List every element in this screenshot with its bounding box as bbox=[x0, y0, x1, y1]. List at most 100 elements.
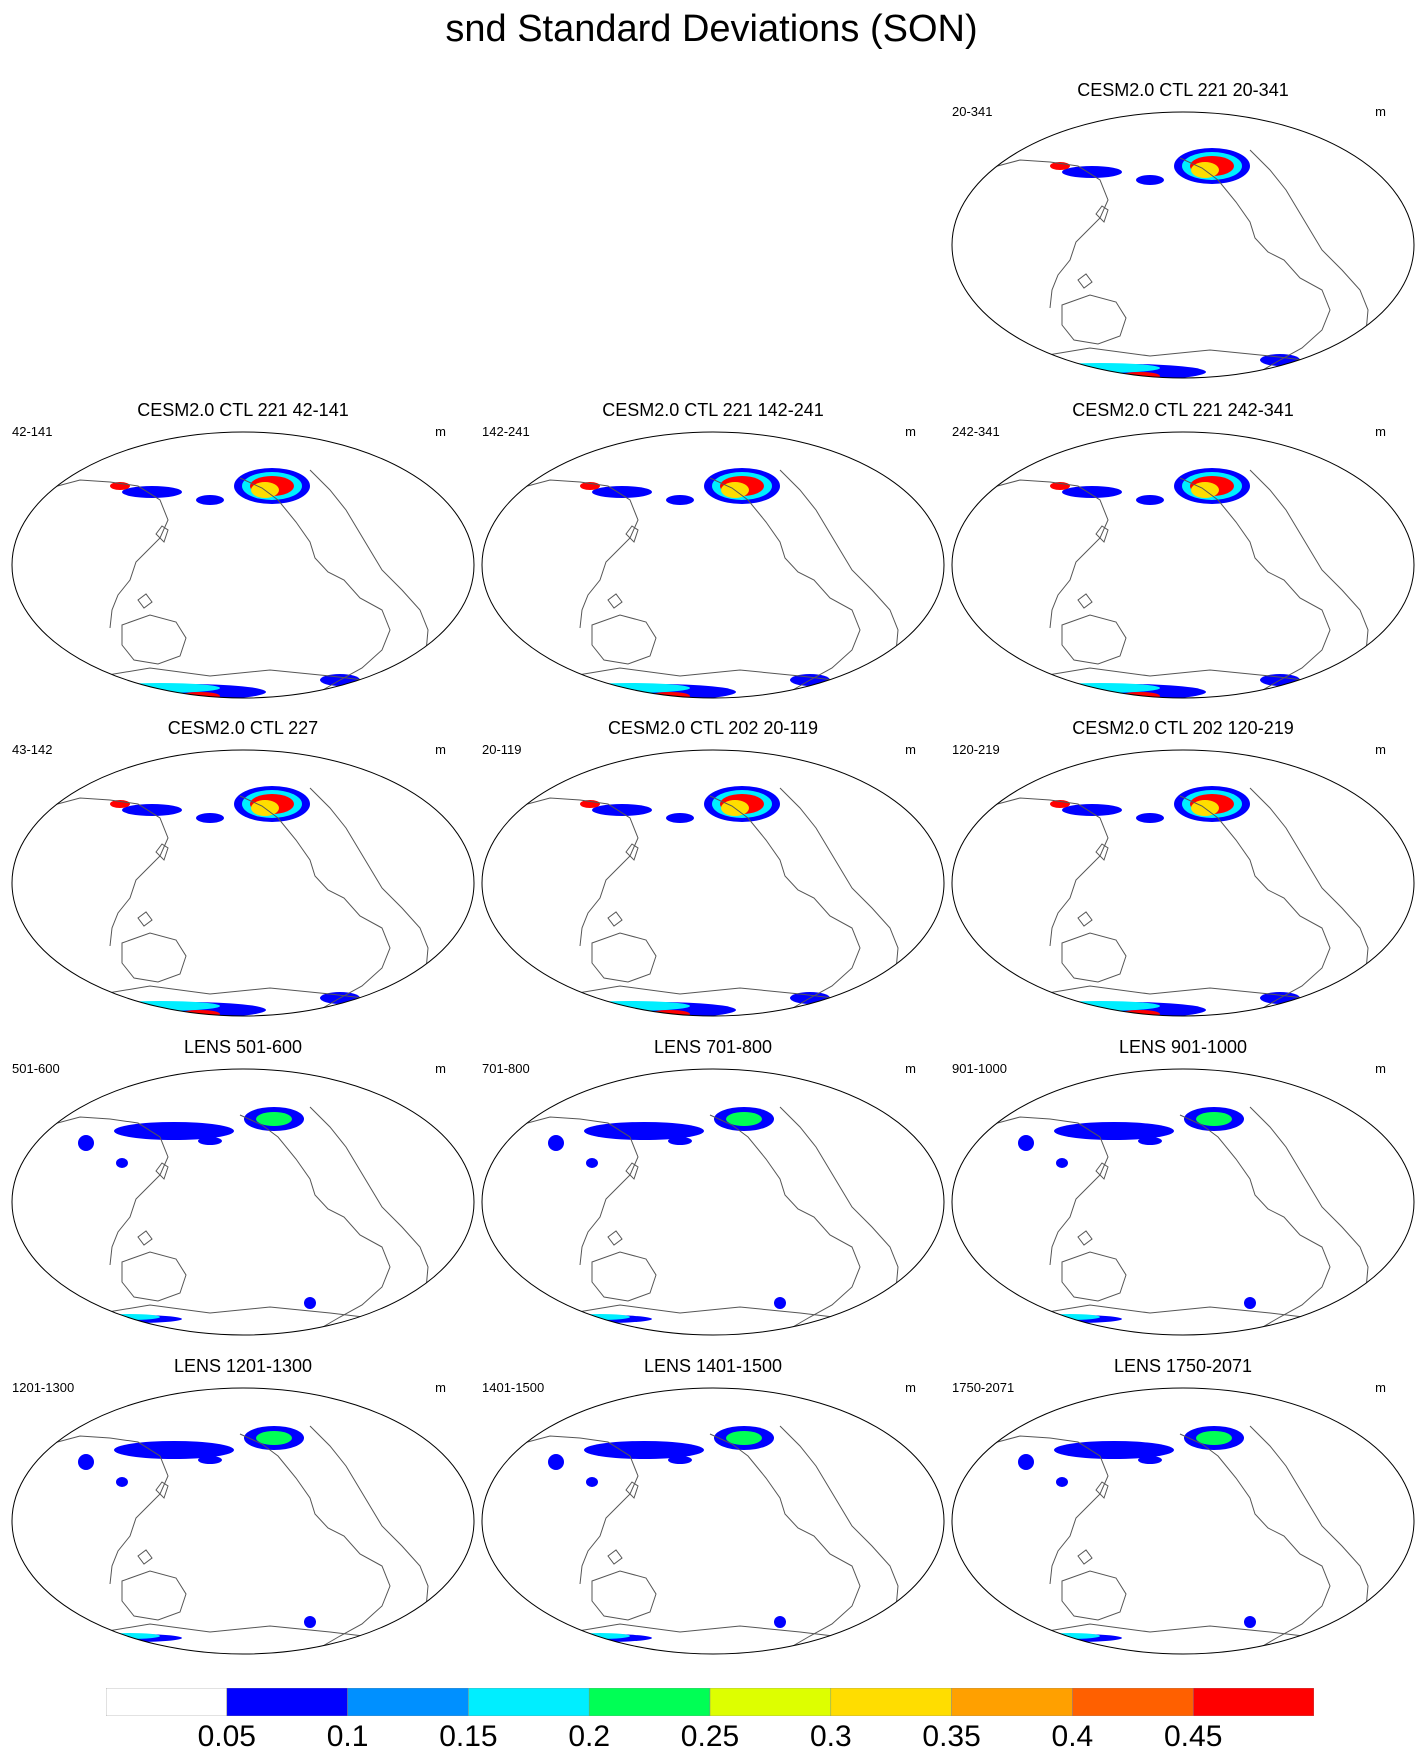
panel-title: LENS 501-600 bbox=[183, 1037, 303, 1057]
snow-depth-field bbox=[570, 1001, 690, 1011]
snow-depth-field bbox=[592, 804, 652, 816]
panel-period-label: 120-219 bbox=[952, 742, 1000, 757]
coastline bbox=[1095, 525, 1109, 543]
coastline bbox=[1249, 787, 1369, 989]
panel-title: CESM2.0 CTL 202 120-219 bbox=[1072, 718, 1294, 738]
world-map bbox=[481, 1387, 945, 1655]
colorbar-swatch bbox=[347, 1688, 469, 1716]
panel-units-label: m bbox=[905, 1380, 916, 1395]
coastline bbox=[1041, 1304, 1321, 1320]
coastline bbox=[1249, 469, 1369, 671]
coastline bbox=[779, 1425, 899, 1627]
snow-depth-field bbox=[122, 486, 182, 498]
snow-depth-field bbox=[668, 1137, 692, 1145]
snow-depth-field bbox=[1062, 804, 1122, 816]
snow-depth-field bbox=[196, 495, 224, 505]
coastline bbox=[591, 614, 657, 665]
world-map bbox=[951, 1068, 1415, 1336]
panel-title: LENS 1401-1500 bbox=[643, 1356, 783, 1376]
panel-period-label: 20-119 bbox=[482, 742, 522, 757]
snow-depth-field bbox=[78, 1454, 94, 1470]
snow-depth-field bbox=[726, 1112, 762, 1126]
coastline bbox=[625, 843, 639, 861]
snow-depth-field bbox=[1138, 1456, 1162, 1464]
map-panel: CESM2.0 CTL 202 120-219 120-219 m bbox=[950, 718, 1416, 1018]
map-outline bbox=[951, 111, 1415, 379]
coastline bbox=[571, 667, 851, 683]
snow-depth-field bbox=[586, 1158, 598, 1168]
snow-depth-field bbox=[1040, 1314, 1100, 1320]
coastline bbox=[239, 795, 391, 1016]
world-map bbox=[481, 431, 945, 699]
snow-depth-field bbox=[198, 1456, 222, 1464]
coastline bbox=[155, 1162, 169, 1180]
world-map bbox=[481, 749, 945, 1017]
colorbar-tick-label: 0.4 bbox=[1051, 1720, 1094, 1753]
snow-depth-field bbox=[100, 1633, 160, 1639]
coastline bbox=[1095, 205, 1109, 223]
map-panel: LENS 1750-2071 1750-2071 m bbox=[950, 1356, 1416, 1656]
coastline bbox=[155, 843, 169, 861]
coastline bbox=[1249, 1106, 1369, 1308]
panel-period-label: 242-341 bbox=[952, 424, 1000, 439]
panel-title: LENS 1201-1300 bbox=[173, 1356, 313, 1376]
coastline bbox=[519, 479, 639, 629]
coastline bbox=[625, 1162, 639, 1180]
colorbar-swatch bbox=[951, 1688, 1073, 1716]
map-panel: CESM2.0 CTL 221 20-341 20-341 m bbox=[950, 80, 1416, 380]
snow-depth-field bbox=[1054, 1441, 1174, 1459]
panel-title: LENS 701-800 bbox=[653, 1037, 773, 1057]
coastline bbox=[309, 469, 429, 671]
map-outline bbox=[481, 1068, 945, 1336]
coastline bbox=[1077, 273, 1093, 289]
coastline bbox=[121, 1251, 187, 1302]
snow-depth-field bbox=[1056, 1158, 1068, 1168]
coastline bbox=[709, 795, 861, 1016]
coastline bbox=[1095, 1481, 1109, 1499]
colorbar bbox=[106, 1688, 1314, 1716]
coastline bbox=[137, 911, 153, 927]
snow-depth-field bbox=[570, 1633, 630, 1639]
panel-units-label: m bbox=[905, 1061, 916, 1076]
coastline bbox=[989, 797, 1109, 947]
panel-title: LENS 1750-2071 bbox=[1113, 1356, 1253, 1376]
coastline bbox=[1041, 667, 1321, 683]
snow-depth-field bbox=[548, 1454, 564, 1470]
snow-depth-field bbox=[100, 683, 220, 693]
snow-depth-field bbox=[1040, 683, 1160, 693]
coastline bbox=[1179, 1433, 1331, 1654]
panel-period-label: 1201-1300 bbox=[12, 1380, 75, 1395]
coastline bbox=[1249, 149, 1369, 351]
coastline bbox=[607, 1230, 623, 1246]
coastline bbox=[779, 787, 899, 989]
snow-depth-field bbox=[726, 1431, 762, 1445]
world-map bbox=[951, 431, 1415, 699]
map-outline bbox=[11, 1387, 475, 1655]
snow-depth-field bbox=[1136, 813, 1164, 823]
map-outline bbox=[481, 749, 945, 1017]
map-panel: LENS 1401-1500 1401-1500 m bbox=[480, 1356, 946, 1656]
snow-depth-field bbox=[584, 1122, 704, 1140]
snow-depth-field bbox=[1018, 1454, 1034, 1470]
colorbar-swatch bbox=[588, 1688, 711, 1716]
coastline bbox=[1061, 614, 1127, 665]
coastline bbox=[1095, 1162, 1109, 1180]
panel-period-label: 701-800 bbox=[482, 1061, 530, 1076]
snow-depth-field bbox=[116, 1158, 128, 1168]
snow-depth-field bbox=[774, 1297, 786, 1309]
world-map bbox=[11, 749, 475, 1017]
snow-depth-field bbox=[1136, 175, 1164, 185]
coastline bbox=[239, 1433, 391, 1654]
coastline bbox=[49, 797, 169, 947]
panel-units-label: m bbox=[435, 424, 446, 439]
snow-depth-field bbox=[100, 1001, 220, 1011]
snow-depth-field bbox=[196, 813, 224, 823]
colorbar-swatch bbox=[709, 1688, 832, 1716]
coastline bbox=[1179, 477, 1331, 698]
snow-depth-field bbox=[1244, 1297, 1256, 1309]
coastline bbox=[571, 1304, 851, 1320]
panel-title: CESM2.0 CTL 202 20-119 bbox=[607, 718, 819, 738]
snow-depth-field bbox=[198, 1137, 222, 1145]
coastline bbox=[309, 787, 429, 989]
colorbar-swatch bbox=[1192, 1688, 1314, 1716]
